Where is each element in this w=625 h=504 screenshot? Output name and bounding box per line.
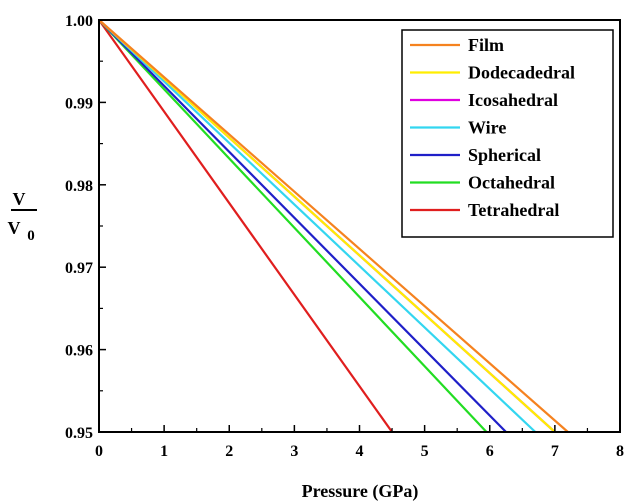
legend-label: Octahedral: [468, 173, 555, 193]
legend-label: Wire: [468, 118, 506, 138]
y-axis-title-subscript: 0: [27, 228, 35, 244]
x-tick-label: 8: [616, 443, 624, 460]
legend-item: Dodecadedral: [410, 63, 575, 83]
x-tick-label: 7: [551, 443, 559, 460]
series-line-film: [98, 19, 569, 433]
y-axis-title-numerator: V: [13, 189, 26, 209]
x-tick-label: 0: [95, 443, 103, 460]
legend-item: Tetrahedral: [410, 200, 559, 220]
x-tick-label: 3: [290, 443, 298, 460]
legend-item: Film: [410, 35, 504, 55]
y-tick-label: 0.95: [65, 425, 93, 442]
x-tick-label: 5: [421, 443, 429, 460]
x-tick-label: 4: [356, 443, 364, 460]
legend-label: Tetrahedral: [468, 200, 559, 220]
legend-label: Dodecadedral: [468, 63, 575, 83]
y-tick-label: 0.96: [65, 343, 93, 360]
x-tick-label: 6: [486, 443, 494, 460]
y-tick-label: 0.98: [65, 178, 93, 195]
series-line-octahedral: [98, 19, 488, 433]
tick-labels: 0 1 2 3 4 5 6 7 8 0.95 0.96 0.97 0.98 0.99 1.00: [65, 13, 624, 460]
legend-label: Spherical: [468, 145, 541, 165]
series-line-tetrahedral: [98, 19, 393, 433]
y-axis-title-denominator: V: [8, 218, 21, 238]
y-axis-title: V V 0: [8, 189, 37, 244]
legend-item: Icosahedral: [410, 90, 558, 110]
series-line-wire: [98, 19, 537, 433]
legend-label: Film: [468, 35, 504, 55]
axis-ticks: [98, 19, 621, 433]
x-tick-label: 2: [225, 443, 233, 460]
x-tick-label: 1: [160, 443, 168, 460]
x-axis-title: Pressure (GPa): [302, 481, 419, 502]
legend-label: Icosahedral: [468, 90, 558, 110]
series-line-dodecadedral: [98, 19, 556, 433]
y-tick-label: 0.97: [65, 260, 93, 277]
legend-box: [401, 29, 614, 238]
legend-item: Wire: [410, 118, 506, 138]
y-tick-label: 1.00: [65, 13, 93, 30]
plot-lines: [98, 19, 569, 433]
legend-item: Octahedral: [410, 173, 555, 193]
y-tick-label: 0.99: [65, 95, 93, 112]
legend: Film Dodecadedral Icosahedral Wire Spherical…: [401, 29, 614, 238]
legend-item: Spherical: [410, 145, 541, 165]
series-line-spherical: [98, 19, 507, 433]
